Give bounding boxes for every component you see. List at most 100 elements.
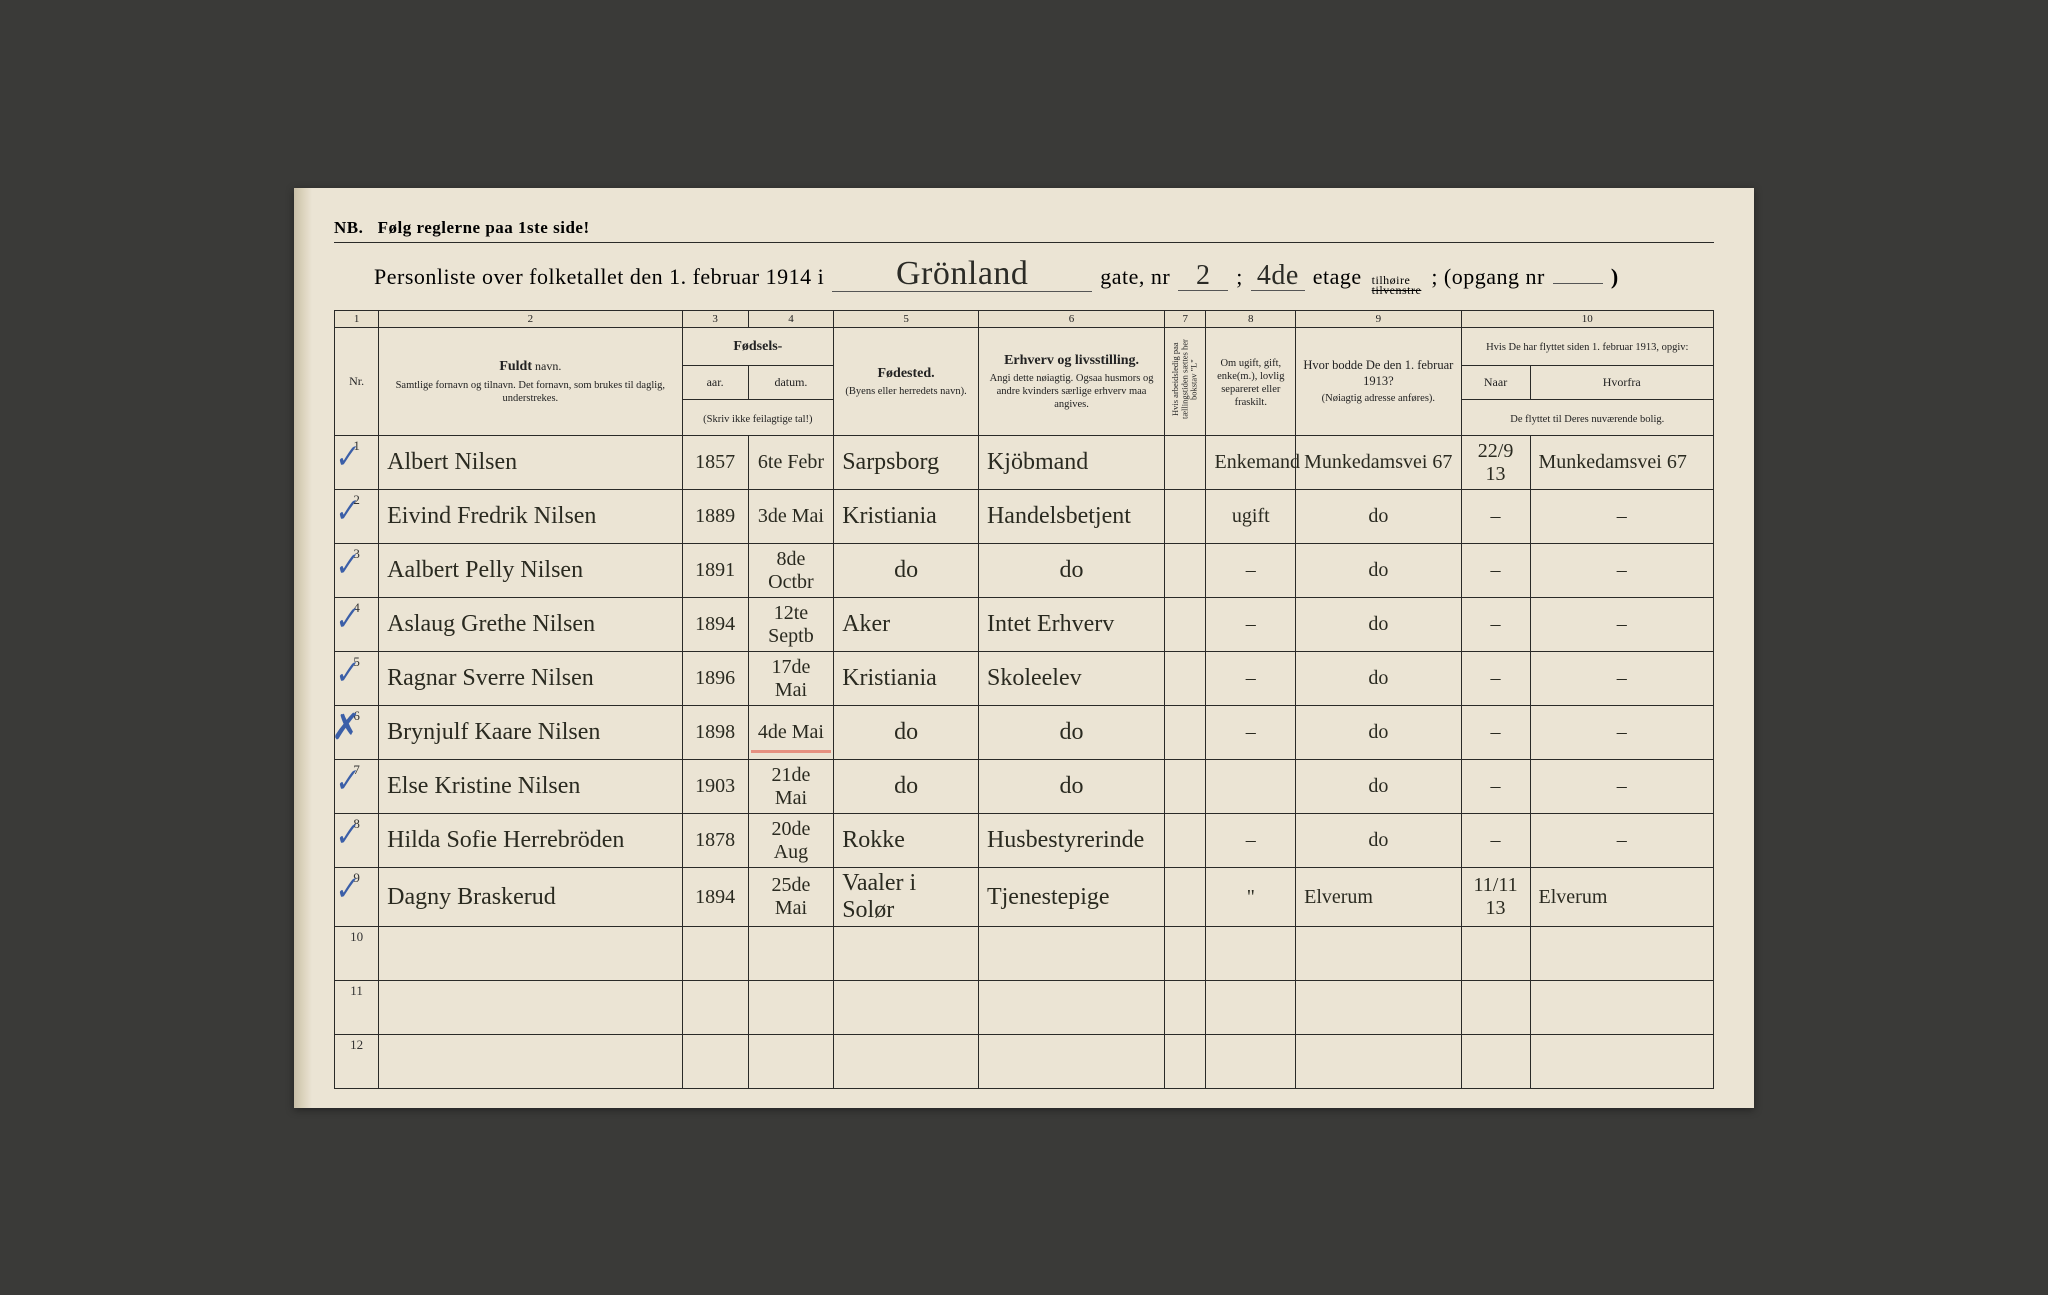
row-nr: 5✓ [335, 652, 379, 706]
cell-erhverv: Tjenestepige [978, 868, 1164, 927]
title-prefix: Personliste over folketallet den 1. febr… [374, 264, 824, 290]
cell-hvorfra: – [1530, 706, 1713, 760]
blue-check-icon: ✓ [330, 816, 361, 855]
census-page: NB. Følg reglerne paa 1ste side! Personl… [294, 188, 1754, 1108]
cell-erhverv: do [978, 760, 1164, 814]
cell-bodde [1296, 981, 1461, 1035]
cell-gift: ugift [1206, 490, 1296, 544]
cell-name: Eivind Fredrik Nilsen [379, 490, 682, 544]
cell-name: Else Kristine Nilsen [379, 760, 682, 814]
cell-erhverv [978, 927, 1164, 981]
cell-gift: – [1206, 598, 1296, 652]
cell-aar [682, 981, 748, 1035]
cell-arb [1165, 868, 1206, 927]
cell-hvorfra: – [1530, 598, 1713, 652]
cell-aar: 1891 [682, 544, 748, 598]
colnum: 9 [1296, 311, 1461, 328]
table-row: 7✓Else Kristine Nilsen190321de Maidododo… [335, 760, 1714, 814]
hdr-flyttet-sub: De flyttet til Deres nuværende bolig. [1461, 400, 1713, 436]
hdr-gift: Om ugift, gift, enke(m.), lovlig separer… [1206, 328, 1296, 436]
cell-aar: 1894 [682, 598, 748, 652]
hdr-bodde-sub: (Nøiagtig adresse anføres). [1300, 392, 1456, 405]
cell-gift: " [1206, 868, 1296, 927]
cell-hvorfra: – [1530, 814, 1713, 868]
cell-bodde: do [1296, 706, 1461, 760]
cell-erhverv: Skoleelev [978, 652, 1164, 706]
cell-fodested: do [834, 544, 979, 598]
row-nr: 11 [335, 981, 379, 1035]
colnum: 10 [1461, 311, 1713, 328]
cell-datum: 3de Mai [748, 490, 833, 544]
hdr-name: Fuldt navn. Samtlige fornavn og tilnavn.… [379, 328, 682, 436]
cell-gift: – [1206, 544, 1296, 598]
cell-naar [1461, 927, 1530, 981]
row-nr: 3✓ [335, 544, 379, 598]
hdr-fodsels: Fødsels- [682, 328, 834, 366]
title-line: Personliste over folketallet den 1. febr… [334, 257, 1714, 303]
cell-naar: – [1461, 490, 1530, 544]
cell-bodde [1296, 1035, 1461, 1089]
row-nr: 6✗ [335, 706, 379, 760]
cell-datum: 4de Mai [748, 706, 833, 760]
cell-hvorfra: Elverum [1530, 868, 1713, 927]
cell-erhverv: Husbestyrerinde [978, 814, 1164, 868]
cell-datum: 21de Mai [748, 760, 833, 814]
cell-fodested: Sarpsborg [834, 436, 979, 490]
row-nr: 8✓ [335, 814, 379, 868]
hdr-flyttet-sub-text: De flyttet til Deres nuværende bolig. [1466, 413, 1709, 426]
cell-erhverv: do [978, 706, 1164, 760]
tilhoire-box: tilhøire tilvenstre [1372, 275, 1422, 297]
row-nr: 4✓ [335, 598, 379, 652]
cell-name: Aalbert Pelly Nilsen [379, 544, 682, 598]
cell-hvorfra [1530, 1035, 1713, 1089]
cell-aar: 1894 [682, 868, 748, 927]
cell-hvorfra: – [1530, 544, 1713, 598]
hdr-bodde: Hvor bodde De den 1. februar 1913? (Nøia… [1296, 328, 1461, 436]
gate-nr: 2 [1178, 262, 1228, 291]
cell-naar: – [1461, 598, 1530, 652]
hdr-erhverv: Erhverv og livsstilling. Angi dette nøia… [978, 328, 1164, 436]
cell-name: Hilda Sofie Herrebröden [379, 814, 682, 868]
hdr-erhverv-sub: Angi dette nøiagtig. Ogsaa husmors og an… [983, 372, 1160, 411]
hdr-fodested-sub: (Byens eller herredets navn). [838, 385, 974, 398]
opgang-label: ; (opgang nr [1431, 264, 1545, 290]
cell-hvorfra: – [1530, 652, 1713, 706]
hdr-aar: aar. [682, 365, 748, 399]
hdr-datum: datum. [748, 365, 833, 399]
semicolon: ; [1236, 264, 1243, 290]
cell-datum [748, 981, 833, 1035]
cell-fodested: do [834, 760, 979, 814]
blue-check-icon: ✓ [330, 600, 361, 639]
header-row-1: Nr. Fuldt navn. Samtlige fornavn og tiln… [335, 328, 1714, 366]
table-row: 8✓Hilda Sofie Herrebröden187820de AugRok… [335, 814, 1714, 868]
cell-erhverv [978, 1035, 1164, 1089]
cell-datum [748, 927, 833, 981]
hdr-bodde-text: Hvor bodde De den 1. februar 1913? [1303, 358, 1453, 388]
opgang-val [1553, 283, 1603, 284]
colnum: 1 [335, 311, 379, 328]
cell-bodde: do [1296, 652, 1461, 706]
row-nr: 1✓ [335, 436, 379, 490]
gate-label: gate, nr [1100, 264, 1170, 290]
cell-bodde: do [1296, 490, 1461, 544]
blue-check-icon: ✓ [330, 762, 361, 801]
table-head: 1 2 3 4 5 6 7 8 9 10 Nr. Fuldt navn. Sam… [335, 311, 1714, 436]
cell-fodested: do [834, 706, 979, 760]
cell-hvorfra [1530, 981, 1713, 1035]
hdr-name-sub: Samtlige fornavn og tilnavn. Det fornavn… [383, 379, 677, 405]
hdr-naar: Naar [1461, 365, 1530, 399]
census-table: 1 2 3 4 5 6 7 8 9 10 Nr. Fuldt navn. Sam… [334, 310, 1714, 1089]
cell-fodested: Kristiania [834, 490, 979, 544]
cell-bodde: do [1296, 598, 1461, 652]
row-nr: 12 [335, 1035, 379, 1089]
table-row: 10 [335, 927, 1714, 981]
table-row: 9✓Dagny Braskerud189425de MaiVaaler i So… [335, 868, 1714, 927]
cell-hvorfra [1530, 927, 1713, 981]
hdr-arbeidsledig: Hvis arbeidsledig paa tællingstiden sætt… [1165, 328, 1206, 436]
cell-bodde: do [1296, 544, 1461, 598]
cell-arb [1165, 652, 1206, 706]
cell-gift [1206, 981, 1296, 1035]
table-row: 6✗Brynjulf Kaare Nilsen18984de Maidodo–d… [335, 706, 1714, 760]
cell-arb [1165, 1035, 1206, 1089]
colnum: 7 [1165, 311, 1206, 328]
